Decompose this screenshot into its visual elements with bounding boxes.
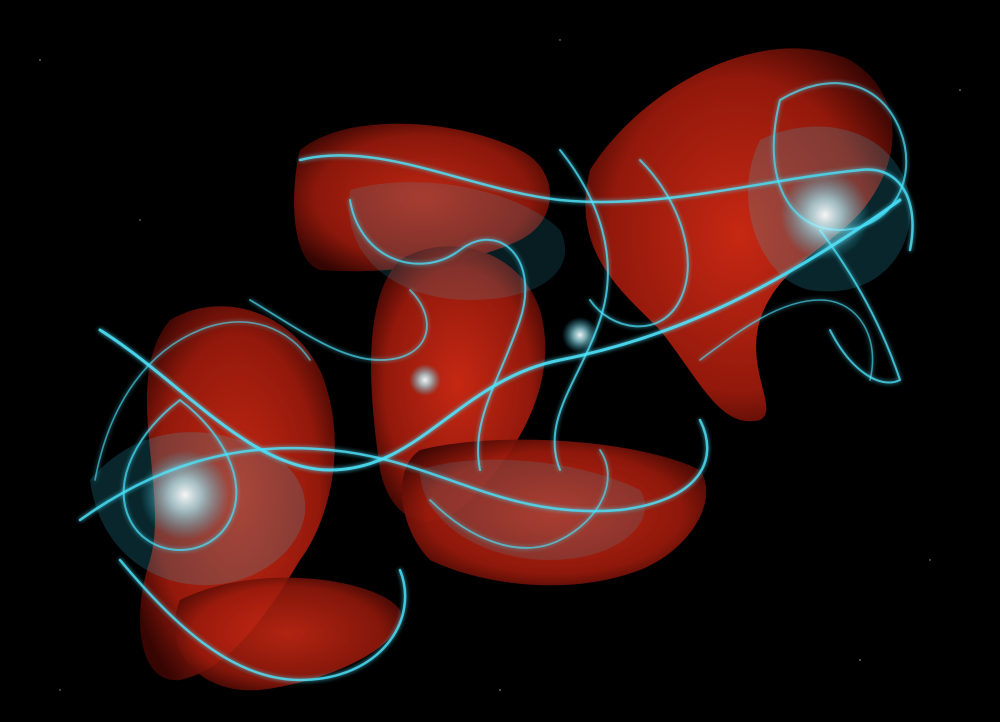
glow-core-center-small xyxy=(562,317,598,353)
glow-cores xyxy=(140,170,870,540)
cyan-strand xyxy=(94,321,311,481)
star xyxy=(559,39,561,41)
star xyxy=(499,689,501,691)
star xyxy=(859,659,861,661)
cyan-strand xyxy=(589,159,689,328)
red-ribbon-upper-left xyxy=(294,123,550,272)
star xyxy=(39,59,41,61)
glow-core-left xyxy=(140,450,230,540)
cyan-strand xyxy=(249,289,428,361)
background-stars xyxy=(39,39,961,691)
cyan-strand xyxy=(819,229,902,384)
red-ribbons xyxy=(140,48,893,691)
cyan-strand xyxy=(98,198,902,472)
star xyxy=(139,219,141,221)
cyan-veil xyxy=(348,182,566,300)
glow-core-right xyxy=(780,170,870,260)
cyan-veil xyxy=(420,459,646,560)
star xyxy=(929,559,931,561)
cyan-strand xyxy=(429,449,609,549)
star xyxy=(59,689,61,691)
star xyxy=(959,89,961,91)
cyan-strand xyxy=(553,149,609,471)
cyan-strand xyxy=(118,558,407,682)
cyan-strand xyxy=(122,398,238,551)
red-ribbon-lower-center xyxy=(401,439,707,586)
red-ribbon-upper-right xyxy=(585,48,893,422)
glow-core-center-small xyxy=(409,364,441,396)
cyan-strand xyxy=(699,299,874,381)
cyan-strand xyxy=(349,199,527,471)
cyan-strand xyxy=(772,82,908,232)
